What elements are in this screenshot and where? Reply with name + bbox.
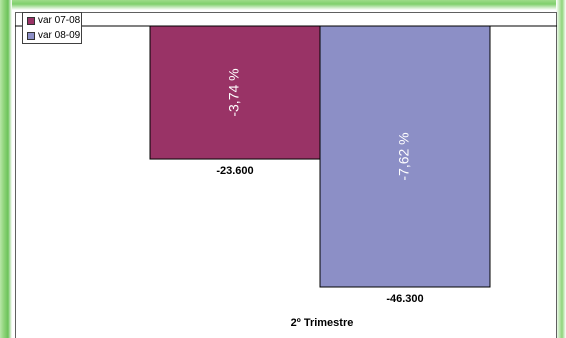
legend-label: var 07-08 [38, 15, 81, 26]
x-axis-category-label: 2º Trimestre [290, 317, 354, 329]
bar-value-label: -23.600 [216, 165, 253, 177]
bar-var-07-08 [149, 25, 321, 160]
legend-item-var-08-09: var 08-09 [23, 28, 81, 43]
bar-percent-label: -7,62 % [396, 132, 412, 180]
legend-swatch [27, 16, 35, 25]
legend-item-var-07-08: var 07-08 [23, 13, 81, 28]
frame-border-right [556, 0, 566, 338]
bar-percent-label: -3,74 % [226, 68, 242, 116]
frame-border-left [0, 0, 12, 338]
legend: var 07-08 var 08-09 [22, 12, 82, 44]
legend-swatch [27, 31, 35, 40]
bar-var-08-09 [319, 25, 491, 288]
bar-value-label: -46.300 [386, 293, 423, 305]
frame-border-top [0, 0, 566, 10]
bars-group: -3,74 % -23.600 -7,62 % -46.300 [149, 25, 491, 305]
legend-label: var 08-09 [38, 30, 81, 41]
